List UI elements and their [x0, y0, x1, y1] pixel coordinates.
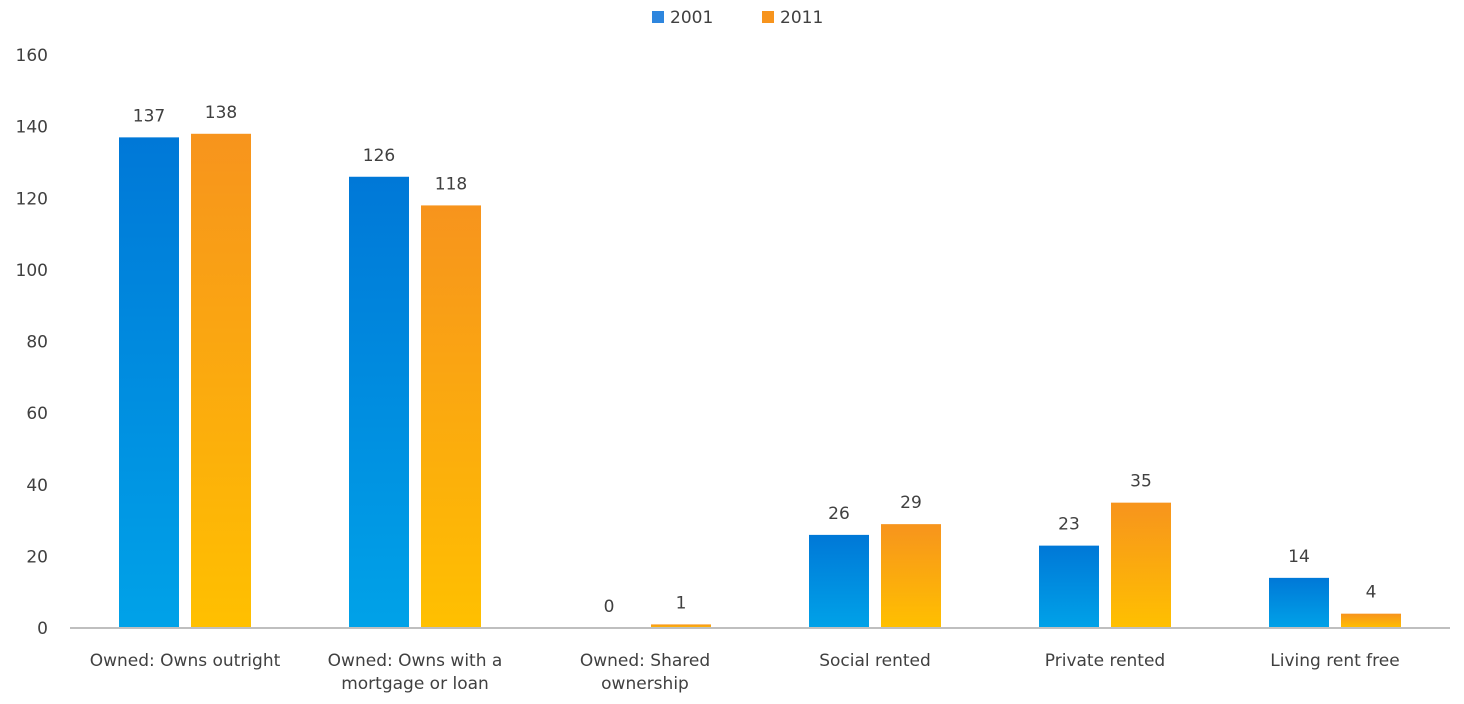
bar-2011-2: [651, 624, 711, 628]
y-tick-label: 80: [26, 333, 48, 353]
legend-swatch-2011: [762, 11, 774, 23]
bar-2011-4: [1111, 502, 1171, 628]
y-tick-label: 120: [16, 189, 48, 209]
y-axis: 0 20 40 60 80 100 120 140 160: [16, 46, 48, 639]
data-label-2001-2: 0: [604, 597, 615, 617]
legend: 2001 2011: [652, 8, 823, 28]
y-tick-label: 40: [26, 476, 48, 496]
x-category-label: Owned: Owns outright: [90, 651, 281, 671]
x-category-label: Private rented: [1045, 651, 1165, 671]
x-category-line: Private rented: [1045, 651, 1165, 671]
x-category-line: ownership: [601, 674, 689, 694]
data-label-2011-5: 4: [1366, 583, 1377, 603]
data-label-2001-1: 126: [363, 146, 395, 166]
bar-2001-1: [349, 176, 409, 628]
bar-2011-5: [1341, 613, 1401, 628]
data-label-2011-4: 35: [1130, 472, 1152, 492]
y-tick-label: 60: [26, 404, 48, 424]
bar-2001-3: [809, 534, 869, 628]
data-label-2001-4: 23: [1058, 515, 1080, 535]
bars-group: [119, 133, 1401, 628]
data-label-2001-3: 26: [828, 504, 850, 524]
y-tick-label: 160: [16, 46, 48, 66]
x-category-line: Owned: Owns outright: [90, 651, 281, 671]
y-tick-label: 100: [16, 261, 48, 281]
data-label-2011-0: 138: [205, 103, 237, 123]
x-category-line: Owned: Owns with a: [328, 651, 503, 671]
x-category-label: Owned: Owns with a mortgage or loan: [328, 651, 503, 694]
bar-2011-0: [191, 133, 251, 628]
data-label-2011-3: 29: [900, 493, 922, 513]
x-category-label: Owned: Shared ownership: [580, 651, 710, 694]
legend-swatch-2001: [652, 11, 664, 23]
x-category-line: mortgage or loan: [341, 674, 489, 694]
y-tick-label: 0: [37, 619, 48, 639]
x-category-label: Living rent free: [1270, 651, 1399, 671]
y-tick-label: 140: [16, 118, 48, 138]
bar-2001-5: [1269, 577, 1329, 628]
legend-label-2011: 2011: [780, 8, 823, 28]
x-category-line: Social rented: [819, 651, 931, 671]
x-axis: Owned: Owns outright Owned: Owns with a mo…: [70, 627, 1450, 694]
x-category-line: Owned: Shared: [580, 651, 710, 671]
bar-2001-0: [119, 137, 179, 628]
x-category-label: Social rented: [819, 651, 931, 671]
x-category-line: Living rent free: [1270, 651, 1399, 671]
bar-2001-4: [1039, 545, 1099, 628]
bar-2011-1: [421, 205, 481, 628]
legend-label-2001: 2001: [670, 8, 713, 28]
data-label-2011-1: 118: [435, 174, 467, 194]
data-label-2011-2: 1: [676, 593, 687, 613]
y-tick-label: 20: [26, 547, 48, 567]
data-label-2001-0: 137: [133, 106, 165, 126]
bar-2011-3: [881, 524, 941, 628]
data-label-2001-5: 14: [1288, 547, 1310, 567]
